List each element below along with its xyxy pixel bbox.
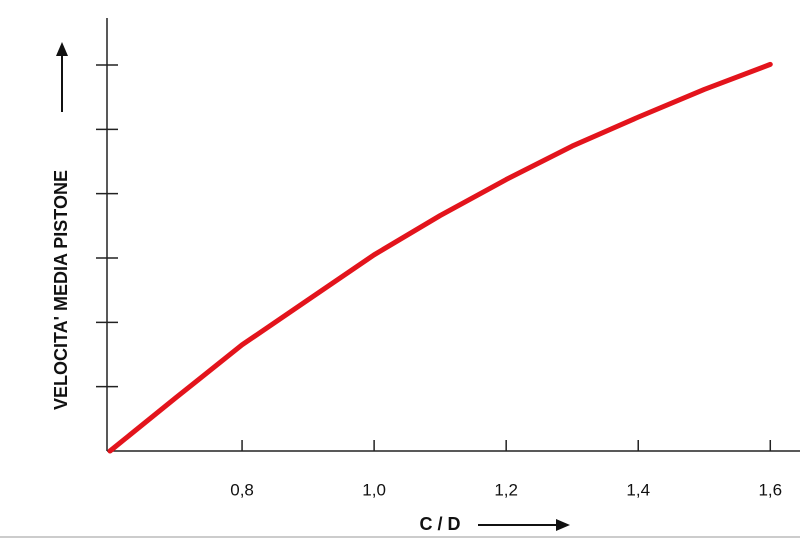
y-axis-title: VELOCITA' MEDIA PISTONE (51, 170, 71, 410)
x-tick-label: 1,4 (626, 480, 650, 499)
x-tick-label: 0,8 (230, 480, 254, 499)
x-tick-label: 1,2 (494, 480, 518, 499)
x-tick-label: 1,0 (362, 480, 386, 499)
x-tick-label: 1,6 (758, 480, 782, 499)
y-axis-title-group: VELOCITA' MEDIA PISTONE (51, 170, 71, 410)
data-line (107, 61, 773, 454)
x-axis-arrowhead (556, 519, 570, 531)
x-axis-title: C / D (419, 514, 460, 534)
y-axis-arrowhead (56, 42, 68, 56)
